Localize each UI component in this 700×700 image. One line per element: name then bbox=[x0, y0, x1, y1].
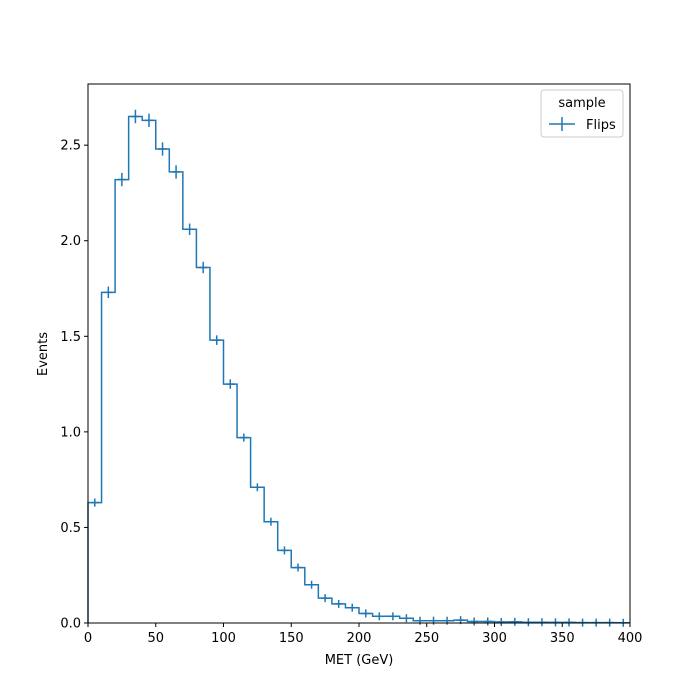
bin-marker bbox=[375, 612, 384, 621]
legend-entry-flips: Flips bbox=[586, 118, 616, 133]
bin-marker bbox=[483, 617, 492, 626]
x-tick-label: 150 bbox=[279, 631, 304, 646]
bin-marker bbox=[158, 142, 167, 156]
x-tick-label: 200 bbox=[347, 631, 372, 646]
plot-area bbox=[87, 109, 630, 627]
bin-marker bbox=[524, 618, 533, 627]
x-tick-label: 100 bbox=[211, 631, 236, 646]
x-tick-label: 300 bbox=[482, 631, 507, 646]
bin-marker bbox=[117, 172, 126, 187]
bin-marker bbox=[144, 113, 153, 128]
bin-marker bbox=[294, 563, 303, 572]
bin-marker bbox=[239, 433, 248, 442]
bin-marker bbox=[470, 617, 479, 626]
bin-marker bbox=[321, 594, 330, 603]
series-step-line bbox=[87, 115, 630, 624]
x-tick-label: 400 bbox=[618, 631, 643, 646]
bin-marker bbox=[131, 109, 140, 124]
bin-marker bbox=[402, 614, 411, 623]
bin-marker bbox=[253, 483, 262, 492]
y-tick-label: 2.0 bbox=[60, 234, 81, 249]
bin-marker bbox=[226, 379, 235, 389]
legend: sample Flips bbox=[540, 89, 624, 138]
bin-marker bbox=[388, 612, 397, 621]
bin-marker bbox=[280, 546, 289, 555]
bin-marker bbox=[497, 618, 506, 627]
bin-marker bbox=[361, 609, 370, 618]
bin-marker bbox=[510, 617, 519, 626]
bin-marker bbox=[104, 286, 113, 299]
legend-title: sample bbox=[558, 96, 605, 111]
bin-marker bbox=[90, 498, 99, 507]
bin-marker bbox=[185, 223, 194, 235]
bin-marker bbox=[348, 603, 357, 612]
bin-marker bbox=[266, 517, 275, 526]
y-tick-label: 1.0 bbox=[60, 425, 81, 440]
x-axis-label: MET (GeV) bbox=[325, 653, 394, 668]
bin-marker bbox=[334, 599, 343, 608]
y-tick-label: 1.5 bbox=[60, 330, 81, 345]
y-tick-label: 2.5 bbox=[60, 139, 81, 154]
axes: 0 50 100 150 200 250 300 350 400 0.0 0.5 1.0 1.5 2.0 2… bbox=[60, 83, 643, 646]
bin-marker bbox=[537, 618, 546, 627]
bin-marker bbox=[212, 335, 221, 345]
y-tick-label: 0.0 bbox=[60, 617, 81, 632]
bin-marker bbox=[199, 261, 208, 274]
x-tick-label: 250 bbox=[414, 631, 439, 646]
y-axis-label: Events bbox=[36, 332, 51, 376]
x-tick-label: 50 bbox=[147, 631, 164, 646]
bin-marker bbox=[551, 618, 560, 627]
x-tick-label: 0 bbox=[84, 631, 92, 646]
bin-marker bbox=[307, 580, 316, 589]
bin-marker bbox=[172, 165, 181, 179]
bin-marker bbox=[565, 618, 574, 627]
y-tick-label: 0.5 bbox=[60, 521, 81, 536]
x-tick-label: 350 bbox=[550, 631, 575, 646]
